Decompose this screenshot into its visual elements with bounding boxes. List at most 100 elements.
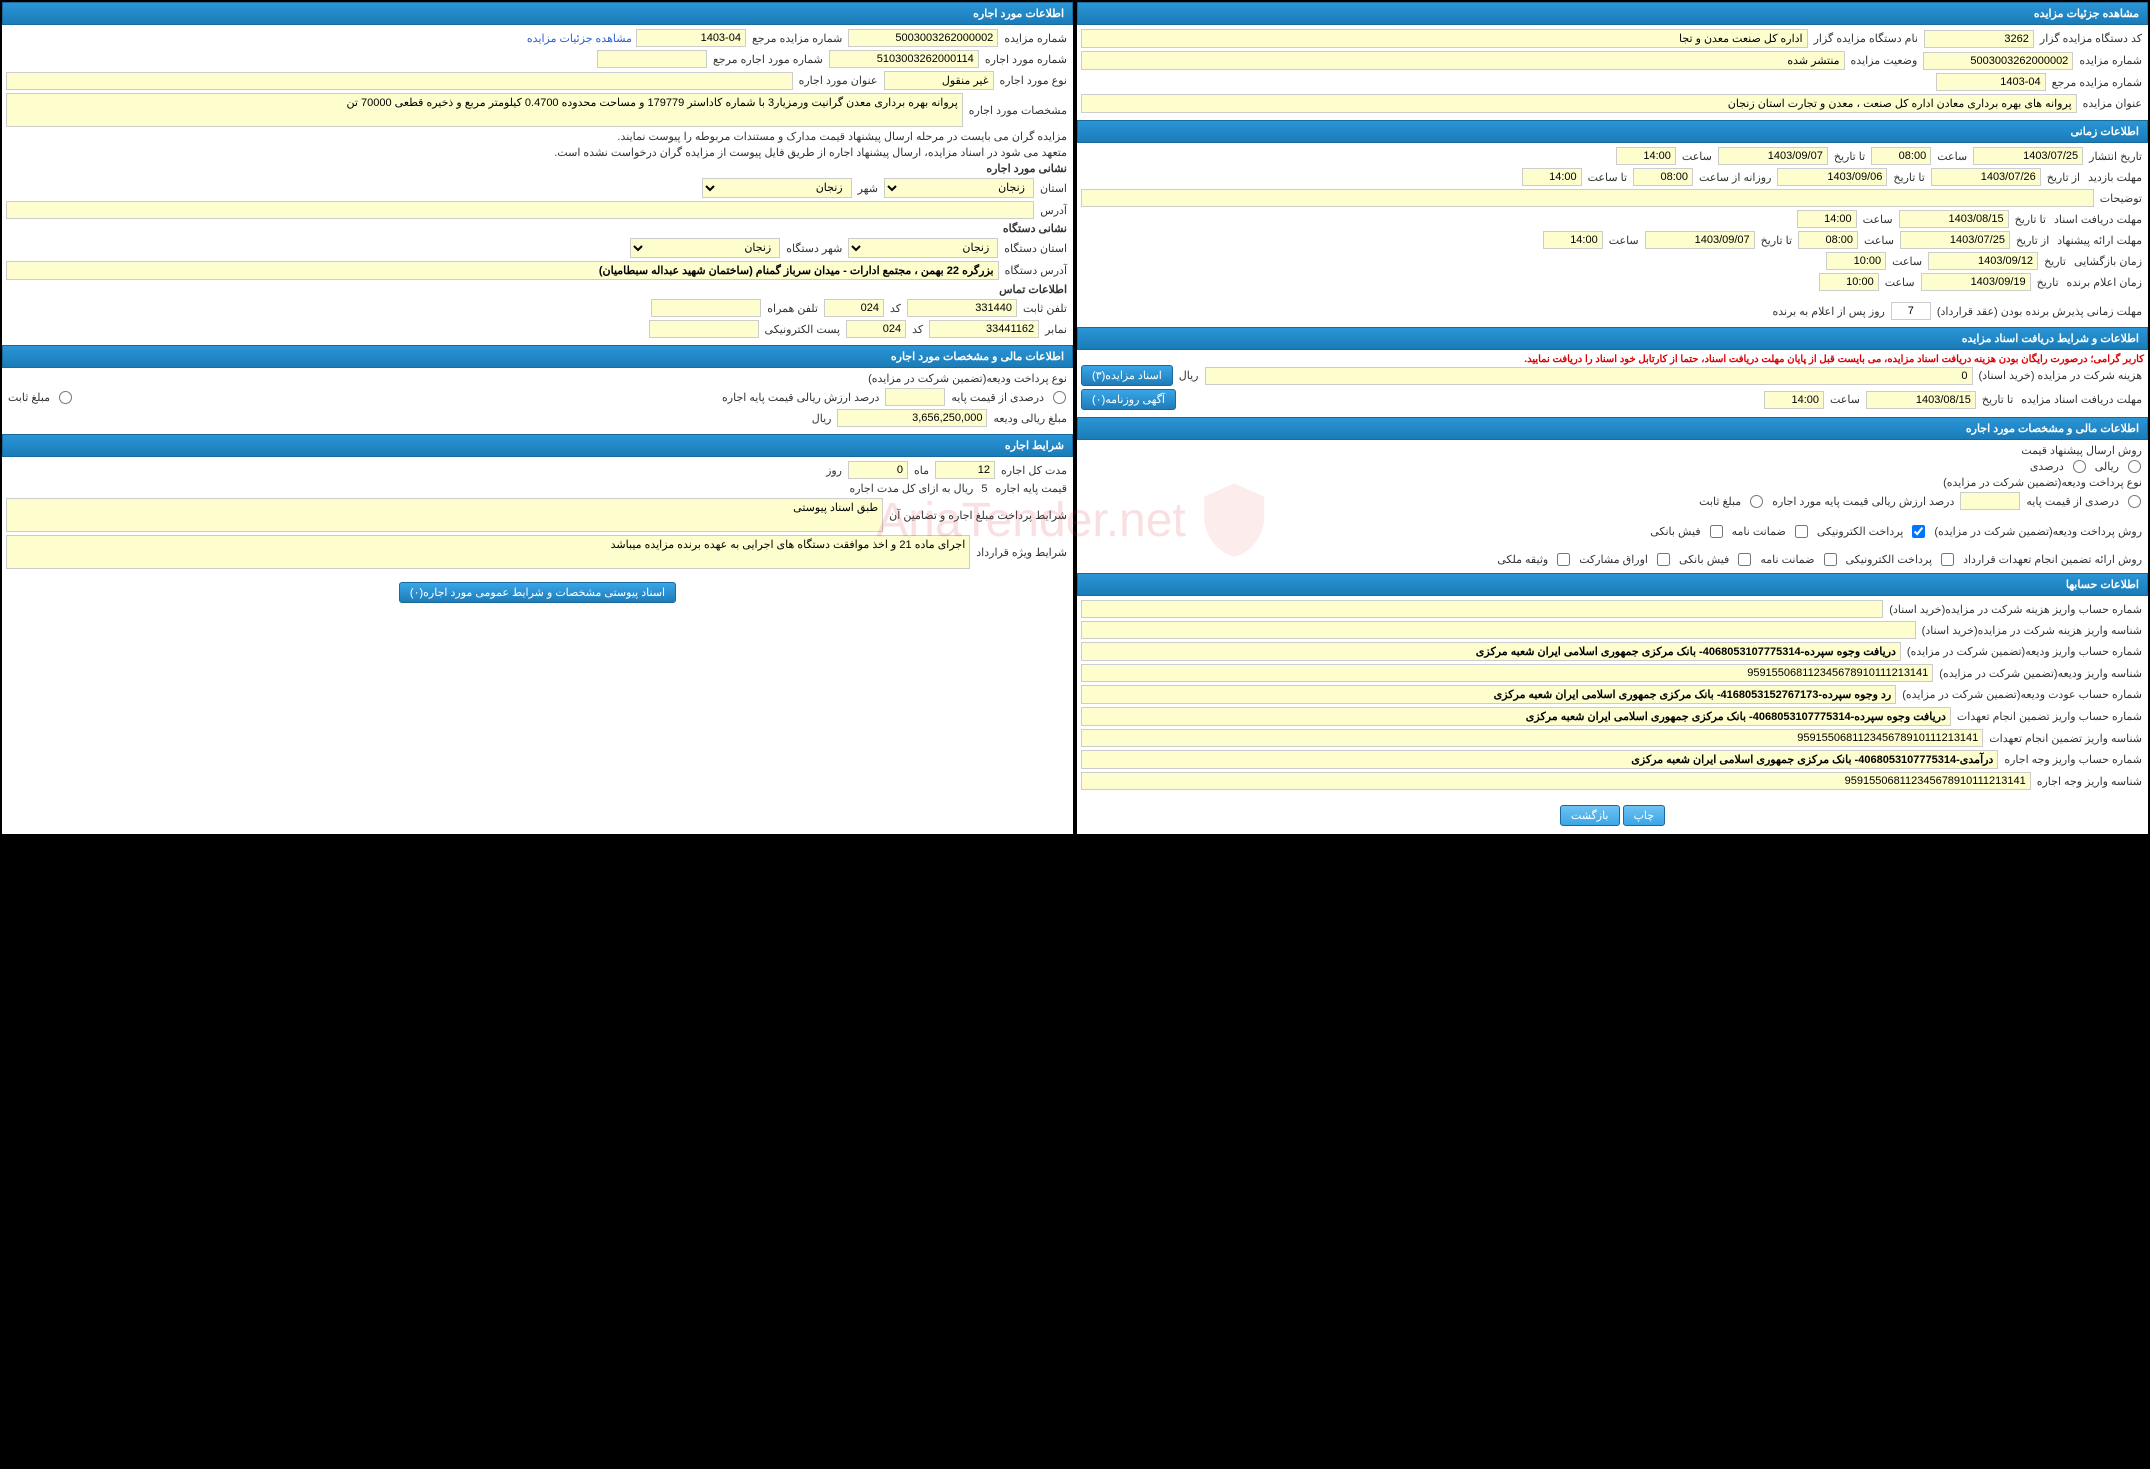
val-org-address: بزرگره 22 بهمن ، مجتمع ادارات - میدان سر… [6,261,999,280]
header-terms: شرایط اجاره [2,434,1073,457]
val-offer-to: 1403/09/07 [1645,231,1755,249]
lbl-city: شهر [856,182,880,195]
val-auction-status: منتشر شده [1081,51,1845,70]
lbl-rent-no: شماره مورد اجاره [983,53,1069,66]
sel-org-province[interactable]: زنجان [848,238,998,258]
lbl-day: روز [824,464,844,477]
val-fax-code: 024 [846,320,906,338]
lbl-phone: تلفن ثابت [1021,302,1069,315]
sel-org-city[interactable]: زنجان [630,238,780,258]
val-publish-hour: 08:00 [1871,147,1931,165]
sel-province[interactable]: زنجان [884,178,1034,198]
lbl-percent-base-txt-l: درصد ارزش ریالی قیمت پایه اجاره [720,391,881,404]
docs-warning: کاربر گرامی؛ درصورت رایگان بودن هزینه در… [1081,354,2144,365]
lbl-acc1: شماره حساب واریز هزینه شرکت در مزایده(خر… [1887,603,2144,616]
lbl-ref-no: شماره مزایده مرجع [2050,76,2144,89]
val-acc6: دریافت وجوه سپرده-4068053107775314- بانک… [1081,707,1951,726]
val-visit-to-h: 14:00 [1522,168,1582,186]
header-finance-l: اطلاعات مالی و مشخصات مورد اجاره [2,345,1073,368]
lbl-visit: مهلت بازدید [2086,171,2144,184]
val-doc-deadline-date: 1403/08/15 [1866,391,1976,409]
lbl-address: آدرس [1038,204,1069,217]
val-publish-date: 1403/07/25 [1973,147,2083,165]
btn-attachments[interactable]: اسناد پیوستی مشخصات و شرایط عمومی مورد ا… [399,582,676,603]
btn-print[interactable]: چاپ [1623,805,1666,826]
val-acc9: 959155068112345678910111213141 [1081,772,2031,790]
radio-percent[interactable] [2073,460,2086,473]
val-visit-from: 1403/07/26 [1931,168,2041,186]
val-email [649,320,759,338]
lbl-securities: اوراق مشارکت [1577,553,1650,566]
lbl-rent-addr-hdr: نشانی مورد اجاره [984,162,1069,175]
val-desc [1081,189,2094,207]
lbl-percent-opt: درصدی [2028,460,2066,473]
header-accounts: اطلاعات حسابها [1077,573,2148,596]
lbl-mobile: تلفن همراه [765,302,820,315]
lbl-acc4: شناسه واریز ودیعه(تضمین شرکت در مزایده) [1937,667,2144,680]
lbl-pay-method: روش پرداخت ودیعه(تضمین شرکت در مزایده) [1932,525,2144,538]
lbl-property: وثیقه ملکی [1495,553,1550,566]
chk-bankslip2[interactable] [1738,553,1751,566]
chk-guarantee2[interactable] [1824,553,1837,566]
right-panel: مشاهده جزئیات مزایده کد دستگاه مزایده گز… [1077,2,2148,834]
chk-securities[interactable] [1657,553,1670,566]
val-winner-hour: 10:00 [1819,273,1879,291]
val-acc8: درآمدی-4068053107775314- بانک مرکزی جمهو… [1081,750,1998,769]
lbl-acc8: شماره حساب واریز وجه اجاره [2002,753,2144,766]
chk-epay[interactable] [1912,525,1925,538]
lbl-date2: تاریخ [2035,276,2061,289]
val-fee: 0 [1205,367,1973,385]
radio-rial[interactable] [2128,460,2141,473]
val-rent-title [6,72,793,90]
lbl-auction-no: شماره مزایده [2077,54,2144,67]
lbl-auction-title: عنوان مزایده [2081,97,2144,110]
val-rent-no: 5103003262000114 [829,50,979,68]
header-finance-r: اطلاعات مالی و مشخصات مورد اجاره [1077,417,2148,440]
btn-auction-docs[interactable]: اسناد مزایده(۳) [1081,365,1173,386]
val-rent-ref-no [597,50,707,68]
sel-city[interactable]: زنجان [702,178,852,198]
chk-bankslip[interactable] [1710,525,1723,538]
lbl-bankslip2: فیش بانکی [1677,553,1731,566]
val-doc-to-date: 1403/08/15 [1899,210,2009,228]
lbl-total-duration: مدت کل اجاره [999,464,1069,477]
lbl-deposit-type-r: نوع پرداخت ودیعه(تضمین شرکت در مزایده) [1941,476,2144,489]
lbl-province: استان [1038,182,1069,195]
val-contract-terms: اجرای ماده 21 و اخذ موافقت دستگاه های اج… [6,535,970,569]
lbl-to-date4: تا تاریخ [1759,234,1794,247]
lbl-rent-title: عنوان مورد اجاره [797,74,880,87]
val-doc-to-hour: 14:00 [1797,210,1857,228]
val-org-name: اداره کل صنعت معدن و تجا [1081,29,1808,48]
val-open-hour: 10:00 [1826,252,1886,270]
lbl-org-name: نام دستگاه مزایده گزار [1812,32,1920,45]
lbl-winner-time: زمان اعلام برنده [2065,276,2144,289]
lbl-open-time: زمان بازگشایی [2072,255,2144,268]
link-view-details[interactable]: مشاهده جزئیات مزایده [527,32,632,45]
lbl-to-date3: تا تاریخ [2013,213,2048,226]
radio-percent-base-r[interactable] [2128,495,2141,508]
lbl-ref-no-l: شماره مزایده مرجع [750,32,844,45]
chk-epay2[interactable] [1941,553,1954,566]
radio-fixed-l[interactable] [59,391,72,404]
lbl-days-after: روز پس از اعلام به برنده [1770,305,1886,318]
lbl-deposit-type-l: نوع پرداخت ودیعه(تضمین شرکت در مزایده) [866,372,1069,385]
lbl-hour4: ساعت [1862,234,1896,247]
header-time-info: اطلاعات زمانی [1077,120,2148,143]
val-offer-from: 1403/07/25 [1900,231,2010,249]
radio-percent-base-l[interactable] [1053,391,1066,404]
lbl-hour3: ساعت [1861,213,1895,226]
lbl-hour8: ساعت [1828,393,1862,406]
val-acc2 [1081,621,1916,639]
header-docs: اطلاعات و شرایط دریافت اسناد مزایده [1077,327,2148,350]
btn-daily-ad[interactable]: آگهی روزنامه(۰) [1081,389,1176,410]
lbl-guarantee2: ضمانت نامه [1758,553,1816,566]
chk-property[interactable] [1557,553,1570,566]
lbl-org-addr-hdr: نشانی دستگاه [1001,222,1069,235]
chk-guarantee[interactable] [1795,525,1808,538]
val-org-code: 3262 [1924,30,2034,48]
lbl-deposit-amount: مبلغ ریالی ودیعه [991,412,1069,425]
lbl-to-date5: تا تاریخ [1980,393,2015,406]
btn-back[interactable]: بازگشت [1560,805,1620,826]
lbl-base-price: قیمت پایه اجاره [993,482,1069,495]
radio-fixed-r[interactable] [1750,495,1763,508]
